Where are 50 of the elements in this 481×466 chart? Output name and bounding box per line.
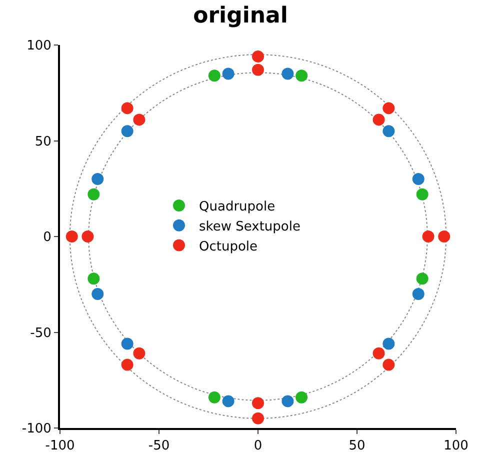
x-tick-label: 50 [348,438,366,454]
point [382,358,395,371]
x-tick-label: 100 [444,438,468,454]
point [252,397,264,410]
point [372,347,385,360]
chart-title: original [193,3,288,28]
point [296,391,308,404]
point [412,173,424,186]
y-tick-label: 0 [43,230,52,246]
legend-label: Quadrupole [199,200,276,215]
point [438,230,450,242]
point [121,125,134,138]
point [296,70,308,82]
point [92,288,104,300]
y-tick-label: 100 [26,38,52,54]
legend-label: skew Sextupole [199,219,300,234]
point [222,68,234,80]
point [382,125,395,138]
point [416,272,428,285]
point [88,188,100,200]
point [252,64,264,76]
point [121,102,134,114]
x-tick-label: -100 [45,438,75,454]
y-tick-label: -100 [22,422,52,437]
point [222,395,234,408]
point [252,412,264,424]
y-tick-label: -50 [30,326,52,341]
point [252,50,264,62]
point [121,338,134,350]
y-tick-label: 50 [34,134,52,150]
point [382,102,395,114]
point [208,391,220,404]
point [282,68,294,80]
point [382,338,395,350]
point [372,114,385,126]
point [282,395,294,408]
point [208,70,220,82]
point [121,358,134,371]
point [412,288,424,300]
point [82,230,94,242]
point [133,347,146,360]
x-tick-label: -50 [148,438,170,454]
legend-label: Octupole [199,239,258,254]
point [92,173,104,186]
point [88,272,100,285]
point [66,230,78,242]
point [133,114,146,126]
point [422,230,434,242]
x-tick-label: 0 [254,438,262,454]
point [416,188,428,200]
